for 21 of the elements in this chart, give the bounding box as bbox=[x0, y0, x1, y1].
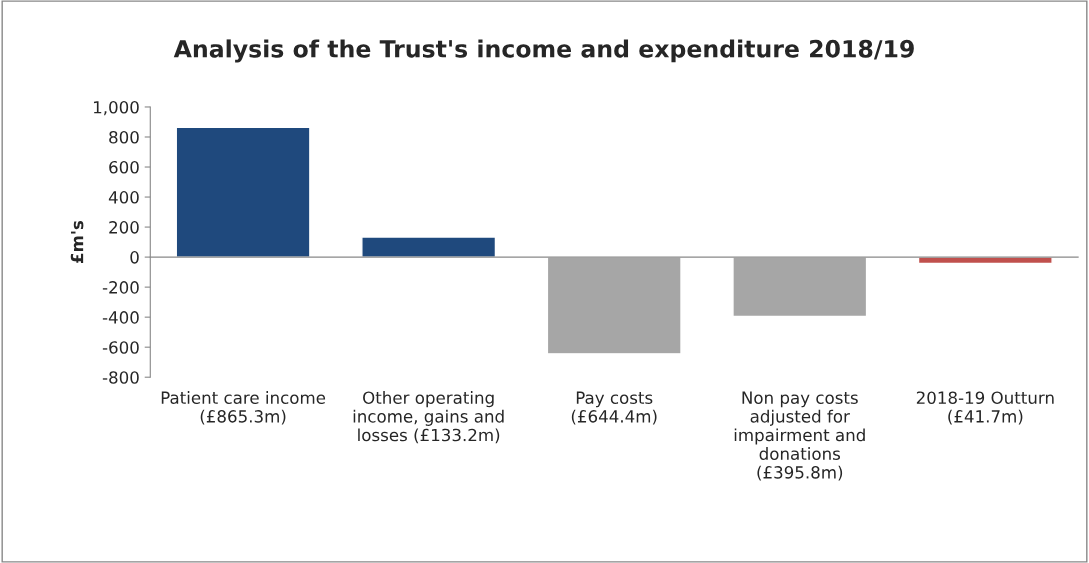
x-tick-label: Patient care income (£865.3m) bbox=[161, 391, 326, 425]
y-tick-label: -400 bbox=[102, 311, 139, 324]
y-tick-label: -600 bbox=[102, 341, 139, 354]
bar bbox=[361, 236, 497, 258]
y-axis-title: £m's bbox=[70, 220, 84, 264]
bar bbox=[546, 256, 682, 355]
bar bbox=[175, 126, 311, 258]
chart-title: Analysis of the Trust's income and expenditure 2018/19 bbox=[173, 39, 914, 63]
x-tick-label: Pay costs (£644.4m) bbox=[571, 391, 657, 425]
bar bbox=[732, 256, 868, 318]
y-tick-label: 200 bbox=[109, 221, 139, 234]
y-tick-label: 600 bbox=[109, 160, 139, 174]
y-tick-label: 1,000 bbox=[93, 100, 139, 116]
y-tick-label: 0 bbox=[130, 251, 139, 264]
y-tick-label: -800 bbox=[102, 371, 139, 384]
y-tick-label: 400 bbox=[108, 191, 139, 204]
y-tick-label: -200 bbox=[102, 281, 139, 294]
x-tick-label: 2018-19 Outturn (£41.7m) bbox=[916, 391, 1054, 425]
x-tick-label: Non pay costs adjusted for impairment and donations (£395.8m) bbox=[734, 391, 865, 481]
x-tick-label: Other operating income, gains and losses (£133.2m) bbox=[353, 391, 504, 444]
y-tick-label: 800 bbox=[109, 130, 139, 144]
